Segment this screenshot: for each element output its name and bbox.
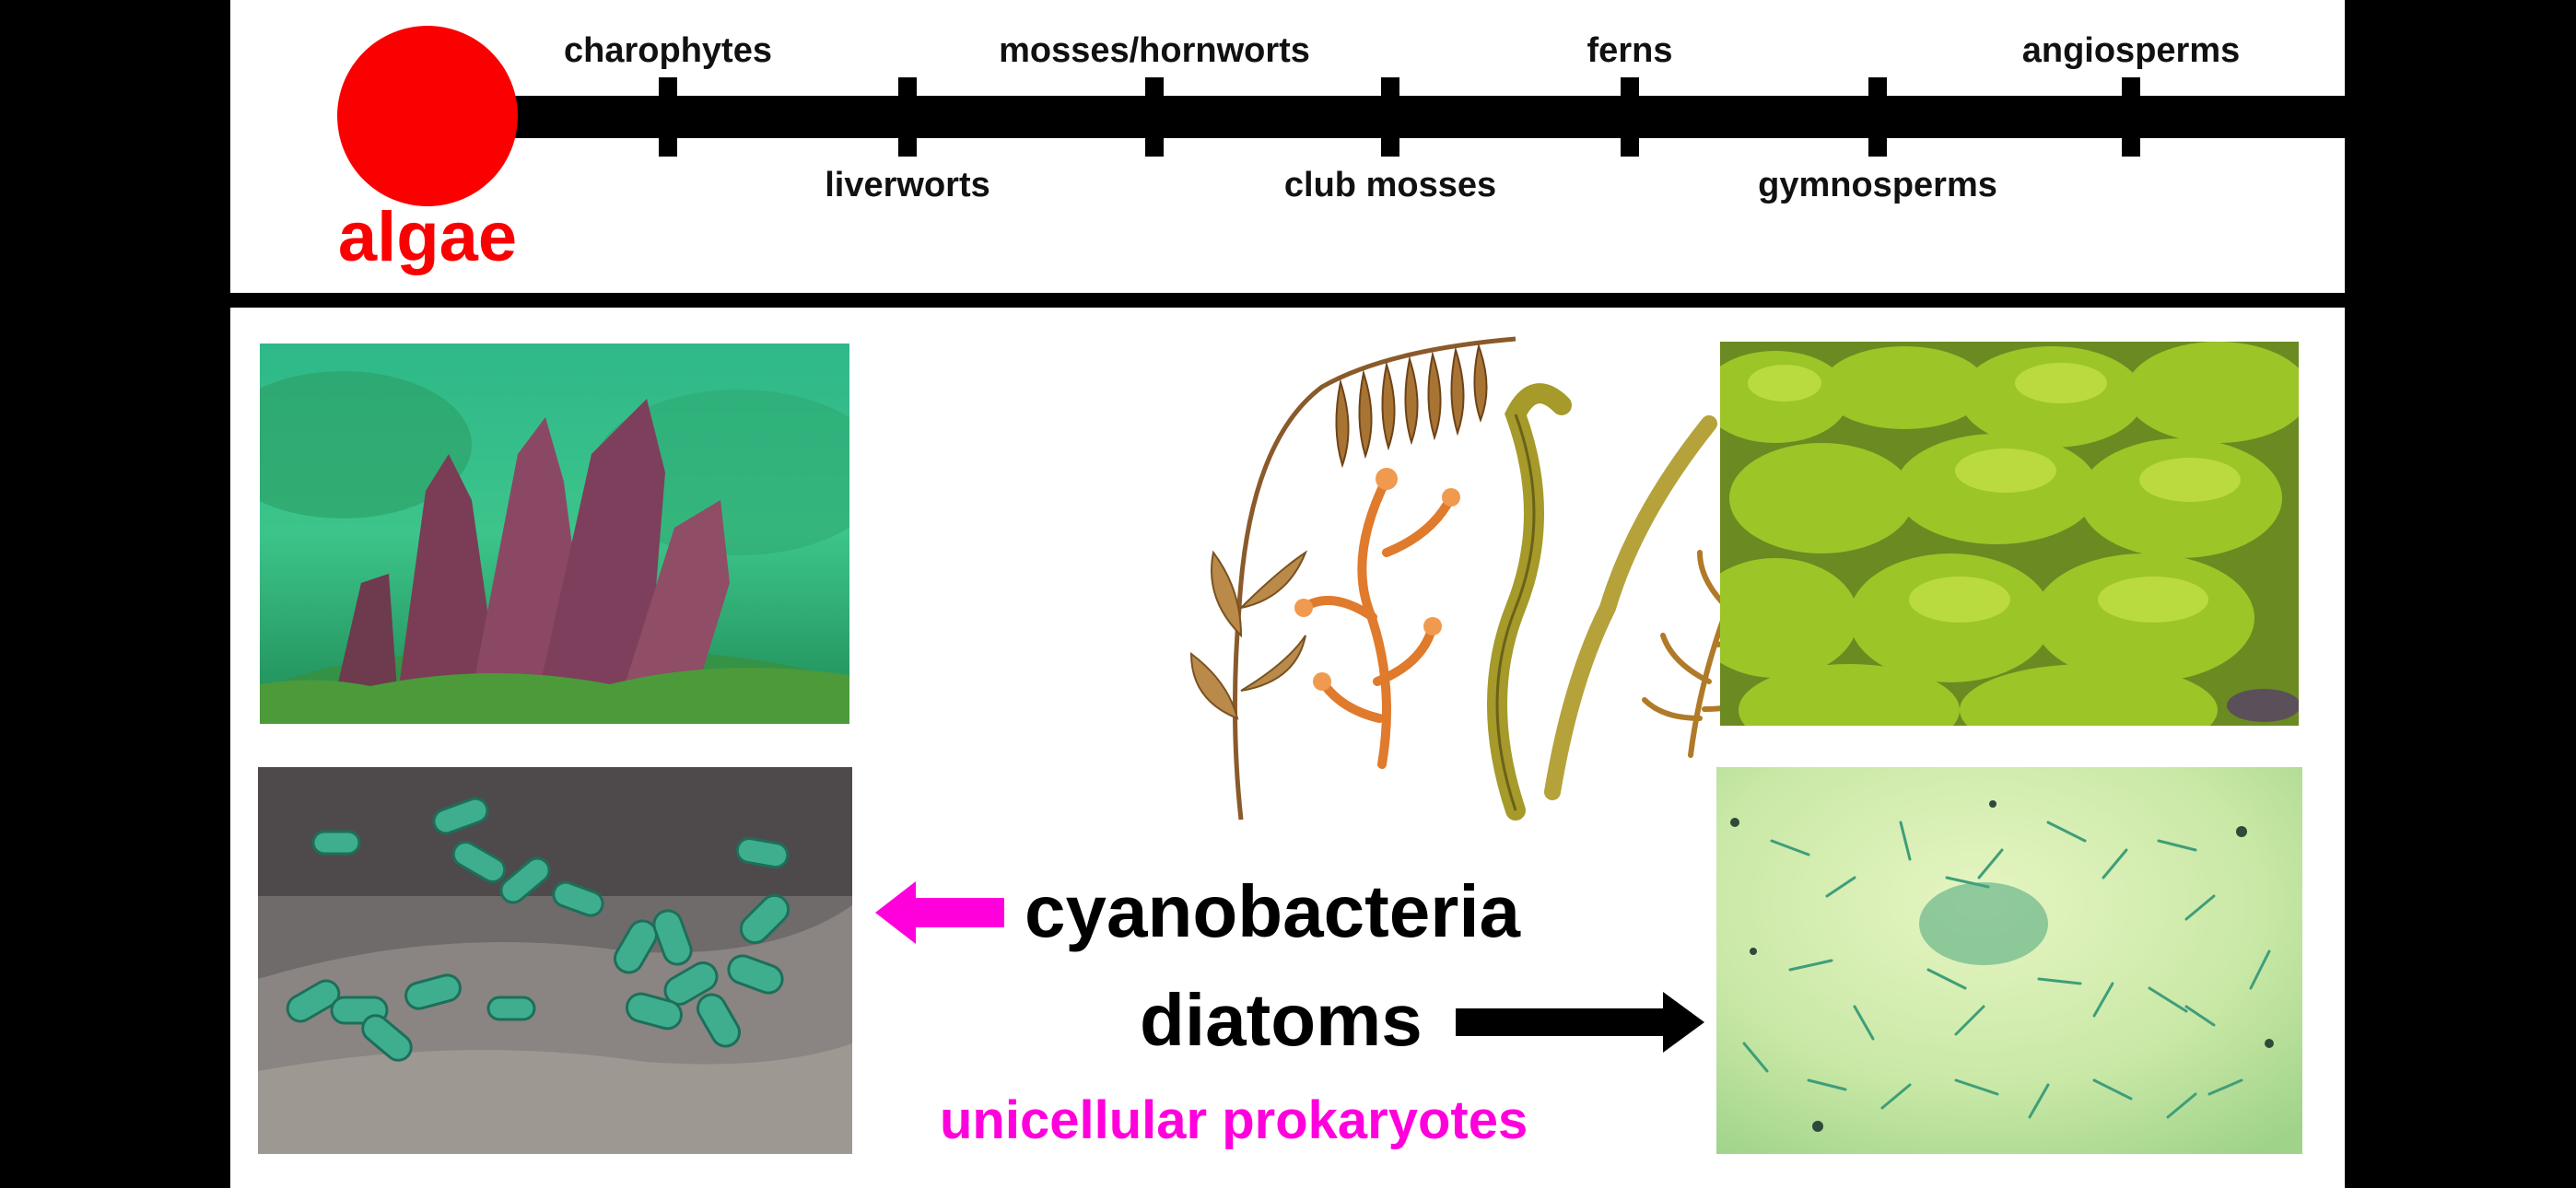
timeline-tick xyxy=(1381,77,1399,157)
slide: algae charophytes mosses/hornworts ferns… xyxy=(230,0,2345,1188)
label-mosses-hornworts: mosses/hornworts xyxy=(999,31,1310,70)
algae-label: algae xyxy=(337,198,518,276)
algae-root-dot xyxy=(337,26,518,206)
label-club-mosses: club mosses xyxy=(1283,166,1497,204)
timeline-tick xyxy=(1621,77,1639,157)
label-diatoms: diatoms xyxy=(1140,979,1423,1061)
timeline-tick xyxy=(1868,77,1887,157)
label-cyanobacteria: cyanobacteria xyxy=(1025,870,1521,952)
timeline-tick xyxy=(2122,77,2140,157)
diatoms-micrograph xyxy=(1716,767,2302,1154)
timeline-tick xyxy=(659,77,677,157)
black-arrow-right-icon xyxy=(1456,992,1704,1053)
green-algae-rocks-photo xyxy=(1720,342,2299,726)
magenta-arrow-left-icon xyxy=(875,881,1004,944)
label-unicellular-prokaryotes: unicellular prokaryotes xyxy=(940,1090,1528,1150)
red-seaweed-photo xyxy=(260,344,849,724)
cyanobacteria-micrograph xyxy=(258,767,852,1154)
seaweed-illustration xyxy=(1000,332,1801,829)
timeline-tick xyxy=(1145,77,1164,157)
label-ferns: ferns xyxy=(1587,31,1673,70)
timeline-tick xyxy=(898,77,917,157)
label-liverworts: liverworts xyxy=(825,166,990,204)
label-charophytes: charophytes xyxy=(564,31,772,70)
label-gymnosperms: gymnosperms xyxy=(1758,166,1997,204)
label-angiosperms: angiosperms xyxy=(2021,31,2241,70)
timeline-bar xyxy=(498,96,2345,138)
section-divider xyxy=(230,293,2345,308)
